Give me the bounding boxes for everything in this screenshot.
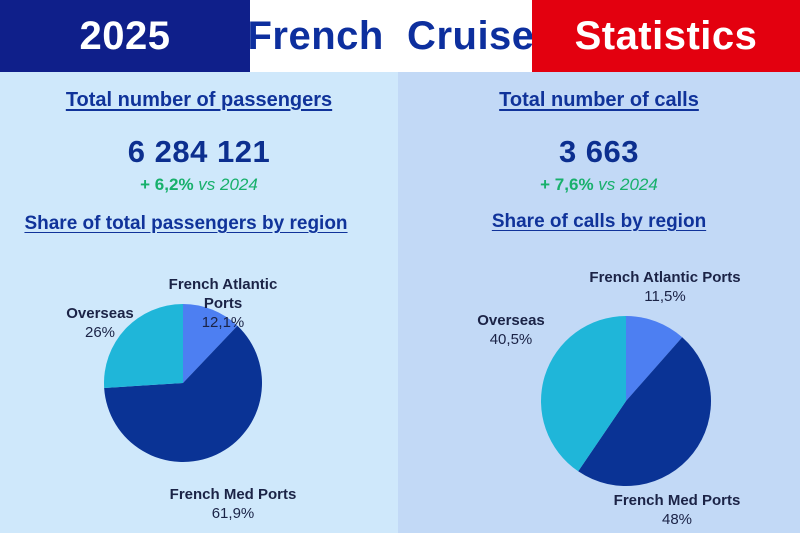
- calls-label-atlantic: French Atlantic Ports 11,5%: [585, 268, 745, 306]
- passengers-label-med-value: 61,9%: [211, 505, 255, 522]
- calls-panel: Total number of calls 3 663 + 7,6% vs 20…: [398, 72, 800, 533]
- calls-growth: + 7,6% vs 2024: [398, 175, 800, 195]
- calls-heading: Total number of calls: [499, 89, 699, 111]
- calls-label-atlantic-value: 11,5%: [644, 288, 686, 305]
- calls-label-atlantic-name: French Atlantic Ports: [589, 269, 741, 286]
- passengers-total: 6 284 121: [127, 134, 271, 169]
- passengers-share-heading: Share of total passengers by region: [24, 213, 348, 234]
- passengers-label-atlantic: French Atlantic Ports 12,1%: [148, 275, 298, 332]
- passengers-label-med: French Med Ports 61,9%: [150, 485, 316, 523]
- passengers-label-med-name: French Med Ports: [169, 486, 297, 503]
- calls-label-overseas-value: 40,5%: [489, 331, 533, 348]
- calls-pie-chart: [541, 316, 711, 486]
- calls-growth-pct: + 7,6%: [540, 175, 594, 194]
- passengers-pie-chart: [104, 304, 263, 462]
- passengers-label-overseas-value: 26%: [84, 324, 116, 341]
- passengers-pie-overseas-slice: [104, 304, 183, 388]
- calls-pie-atlantic-slice: [626, 316, 683, 401]
- calls-label-med: French Med Ports 48%: [594, 491, 760, 529]
- calls-pie-med-slice: [578, 337, 711, 486]
- passengers-pie-atlantic-slice: [183, 304, 238, 383]
- banner-french-cruise: French Cruise: [247, 0, 534, 72]
- passengers-pie-med-slice: [104, 325, 263, 462]
- passengers-panel: Total number of passengers 6 284 121 + 6…: [0, 72, 398, 533]
- passengers-label-atlantic-value: 12,1%: [201, 314, 245, 331]
- calls-share-heading: Share of calls by region: [491, 211, 707, 232]
- calls-total: 3 663: [558, 134, 640, 169]
- passengers-growth-pct: + 6,2%: [140, 175, 194, 194]
- passengers-growth-vs: vs 2024: [198, 175, 258, 194]
- banner-statistics: Statistics: [532, 0, 800, 72]
- calls-label-overseas-name: Overseas: [477, 312, 545, 329]
- title-banner: 2025 French Cruise Statistics: [0, 0, 800, 72]
- calls-pie-overseas-slice: [541, 316, 626, 472]
- banner-year: 2025: [0, 0, 250, 72]
- passengers-label-atlantic-name: French Atlantic Ports: [168, 276, 278, 312]
- passengers-label-overseas: Overseas 26%: [60, 304, 140, 342]
- calls-growth-vs: vs 2024: [598, 175, 658, 194]
- calls-label-overseas: Overseas 40,5%: [471, 311, 551, 349]
- passengers-label-overseas-name: Overseas: [66, 305, 134, 322]
- calls-label-med-name: French Med Ports: [613, 492, 741, 509]
- passengers-heading: Total number of passengers: [65, 89, 333, 111]
- passengers-growth: + 6,2% vs 2024: [0, 175, 398, 195]
- calls-label-med-value: 48%: [661, 511, 693, 528]
